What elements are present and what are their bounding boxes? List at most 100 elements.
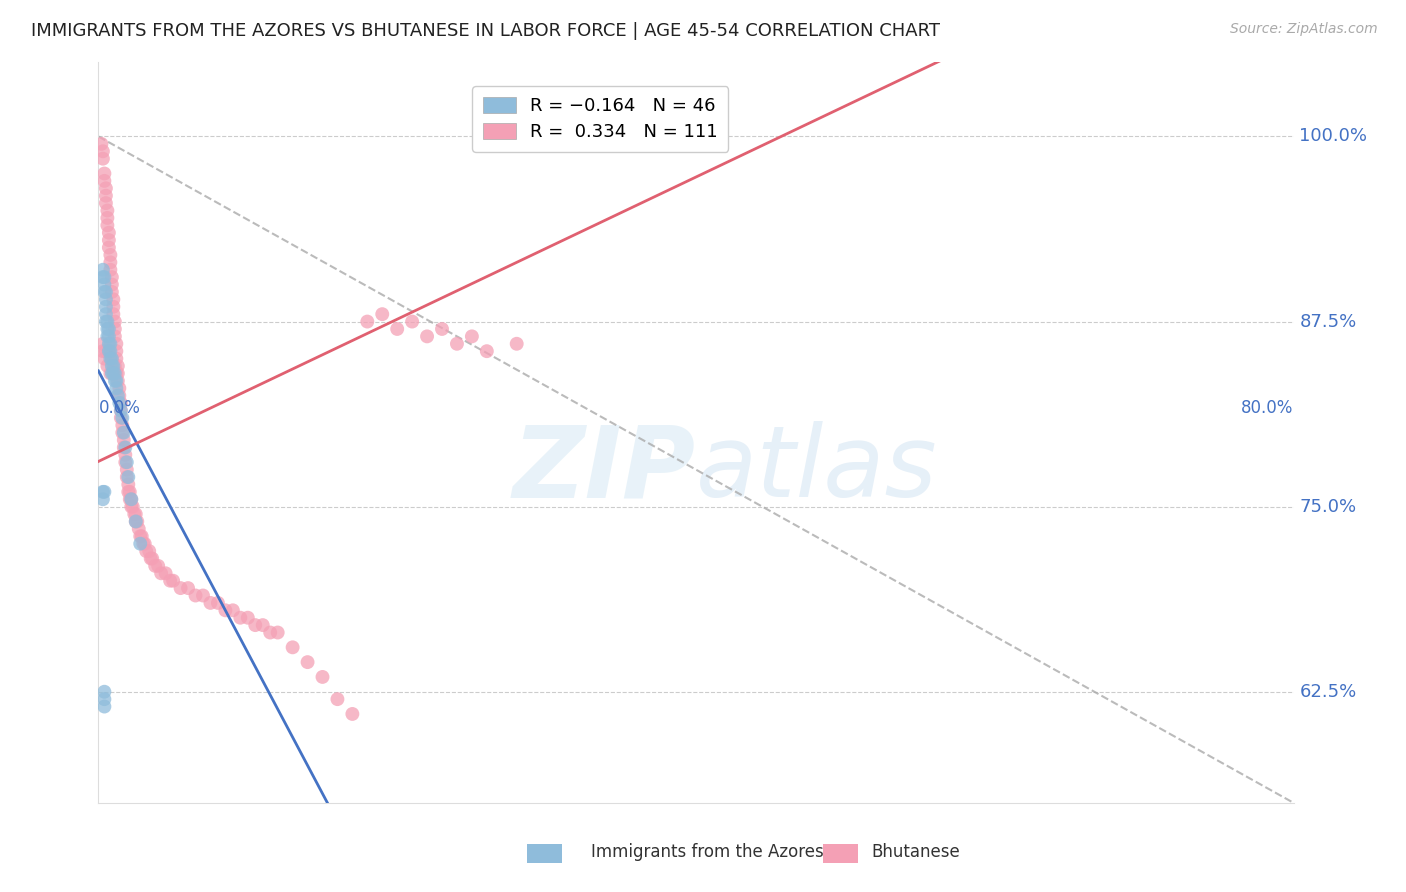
Point bbox=[297, 655, 319, 669]
Point bbox=[105, 381, 128, 395]
Point bbox=[108, 381, 131, 395]
Point bbox=[91, 145, 114, 159]
Point bbox=[93, 270, 115, 285]
Point bbox=[356, 315, 378, 329]
Point bbox=[401, 315, 423, 329]
Point bbox=[105, 336, 128, 351]
Point bbox=[143, 558, 166, 573]
Point bbox=[97, 240, 120, 254]
Point bbox=[110, 403, 132, 417]
Point bbox=[103, 300, 125, 314]
Point bbox=[110, 410, 132, 425]
Point bbox=[128, 522, 150, 536]
Text: 62.5%: 62.5% bbox=[1299, 682, 1357, 701]
Point bbox=[114, 441, 136, 455]
Point bbox=[169, 581, 191, 595]
Text: atlas: atlas bbox=[696, 421, 938, 518]
Point bbox=[96, 203, 118, 218]
Point bbox=[114, 448, 136, 462]
Point bbox=[107, 374, 129, 388]
Point bbox=[115, 470, 138, 484]
Point bbox=[120, 500, 142, 514]
Point bbox=[91, 336, 114, 351]
Point bbox=[94, 181, 117, 195]
Text: 87.5%: 87.5% bbox=[1299, 312, 1357, 331]
Point bbox=[115, 455, 138, 469]
Text: Source: ZipAtlas.com: Source: ZipAtlas.com bbox=[1230, 22, 1378, 37]
Point bbox=[132, 537, 155, 551]
Point bbox=[110, 403, 132, 417]
Point bbox=[93, 685, 115, 699]
Point bbox=[125, 515, 148, 529]
Text: Immigrants from the Azores: Immigrants from the Azores bbox=[591, 843, 824, 861]
Point bbox=[101, 270, 124, 285]
Point bbox=[112, 433, 135, 447]
Text: 75.0%: 75.0% bbox=[1299, 498, 1357, 516]
Point bbox=[214, 603, 236, 617]
Point bbox=[105, 344, 128, 359]
Point bbox=[93, 285, 115, 299]
Point bbox=[111, 418, 134, 433]
Point bbox=[162, 574, 184, 588]
Point bbox=[93, 174, 115, 188]
Point bbox=[131, 529, 153, 543]
Point bbox=[93, 351, 115, 366]
Point bbox=[91, 484, 114, 499]
Point bbox=[111, 425, 134, 440]
Point bbox=[94, 307, 117, 321]
Point bbox=[108, 396, 131, 410]
Point bbox=[94, 188, 117, 202]
Text: ZIP: ZIP bbox=[513, 421, 696, 518]
Point bbox=[101, 359, 124, 373]
Point bbox=[94, 196, 117, 211]
Point bbox=[104, 359, 127, 373]
Point bbox=[148, 558, 170, 573]
Point bbox=[342, 706, 364, 721]
Point bbox=[105, 374, 128, 388]
Point bbox=[93, 692, 115, 706]
Point bbox=[125, 507, 148, 521]
Point bbox=[129, 529, 152, 543]
Point bbox=[101, 351, 124, 366]
Point bbox=[124, 507, 146, 521]
Point bbox=[229, 611, 252, 625]
Point bbox=[110, 396, 132, 410]
Point bbox=[97, 226, 120, 240]
Point bbox=[177, 581, 200, 595]
Point bbox=[91, 344, 114, 359]
Point bbox=[98, 344, 122, 359]
Point bbox=[104, 329, 127, 343]
Point bbox=[184, 589, 207, 603]
Point bbox=[371, 307, 394, 321]
Point bbox=[104, 374, 127, 388]
Point bbox=[103, 367, 125, 381]
Point bbox=[245, 618, 267, 632]
Point bbox=[200, 596, 222, 610]
Point bbox=[94, 285, 117, 299]
Point bbox=[121, 500, 143, 514]
Point bbox=[93, 699, 115, 714]
Point bbox=[98, 248, 122, 262]
Point bbox=[97, 322, 120, 336]
Point bbox=[120, 492, 142, 507]
Point bbox=[115, 462, 138, 476]
Point bbox=[98, 367, 122, 381]
Point bbox=[101, 351, 124, 366]
Point bbox=[138, 544, 160, 558]
Point bbox=[311, 670, 333, 684]
Point bbox=[98, 255, 122, 269]
Point bbox=[107, 367, 129, 381]
Point bbox=[117, 470, 139, 484]
Point bbox=[112, 425, 135, 440]
Point bbox=[155, 566, 177, 581]
Text: 100.0%: 100.0% bbox=[1299, 128, 1368, 145]
Point bbox=[94, 293, 117, 307]
Text: 0.0%: 0.0% bbox=[98, 400, 141, 417]
Point bbox=[104, 322, 127, 336]
Point bbox=[91, 262, 114, 277]
Text: 80.0%: 80.0% bbox=[1241, 400, 1294, 417]
Point bbox=[96, 211, 118, 225]
Point bbox=[93, 484, 115, 499]
Point bbox=[107, 359, 129, 373]
Point bbox=[91, 152, 114, 166]
